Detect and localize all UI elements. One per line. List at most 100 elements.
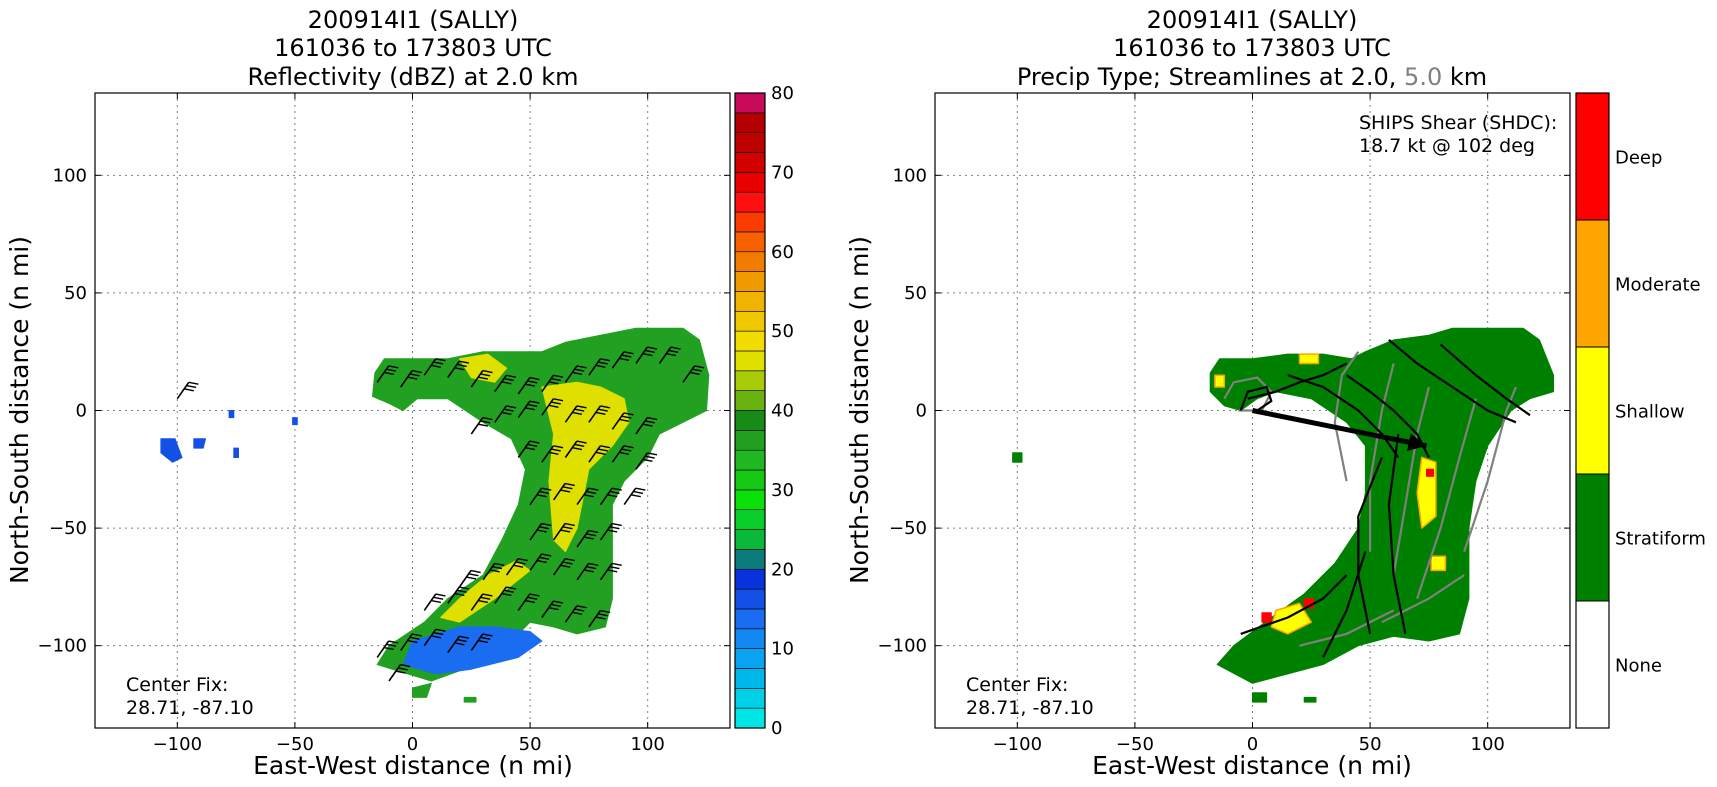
wind-barb-feather	[607, 529, 618, 533]
wind-barb-feather	[386, 643, 397, 647]
x-tick-label: 100	[1471, 734, 1505, 755]
wind-barb-feather	[525, 599, 535, 604]
wind-barb-feather	[611, 522, 622, 527]
colorbar-segment	[734, 430, 766, 451]
wind-barb-feather	[588, 529, 599, 534]
y-tick-label: −50	[49, 518, 87, 539]
wind-barb-feather	[607, 494, 618, 498]
wind-barb-feather	[482, 633, 493, 637]
wind-barb-feather	[407, 639, 418, 644]
wind-barb	[494, 374, 517, 393]
streamline-2km	[1287, 374, 1400, 459]
wind-barb-feather	[501, 411, 512, 416]
y-tick-label: −100	[878, 636, 927, 657]
colorbar-segment	[734, 588, 766, 610]
wind-barb-feather	[572, 371, 583, 376]
shear-value: 18.7 kt @ 102 deg	[1359, 135, 1535, 157]
right-center-fix-value: 28.71, -87.10	[966, 697, 1094, 719]
wind-barb	[552, 482, 575, 501]
wind-barb	[564, 365, 587, 383]
wind-barb-feather	[383, 646, 394, 651]
wind-barb-feather	[607, 569, 618, 573]
wind-barb-feather	[539, 490, 550, 495]
colorbar-segment	[734, 271, 766, 292]
wind-barb-feather	[689, 371, 700, 376]
x-tick-label: 50	[519, 734, 542, 755]
wind-barb-feather	[621, 415, 632, 419]
colorbar-segment	[734, 191, 766, 213]
echo-region-west-dot-2	[228, 410, 235, 419]
wind-barb-feather	[184, 388, 194, 392]
wind-barb	[529, 522, 552, 541]
colorbar-segment-none	[1575, 600, 1610, 729]
wind-barb-feather	[409, 636, 420, 640]
wind-barb-feather	[480, 373, 491, 377]
precip-region-deep-core-2	[1426, 468, 1435, 477]
wind-barb-feather	[564, 558, 575, 562]
wind-barb-feather	[529, 440, 540, 444]
wind-barb	[423, 358, 446, 376]
wind-barb-feather	[412, 369, 422, 374]
wind-barb-feather	[386, 368, 397, 372]
streamline-5km	[1392, 386, 1430, 576]
wind-barb-feather	[501, 381, 512, 385]
wind-barb-shaft	[470, 417, 484, 435]
wind-barb-feather	[398, 667, 408, 671]
plot-content	[935, 93, 1570, 728]
wind-barb-feather	[435, 358, 446, 362]
wind-barb-feather	[623, 445, 634, 449]
wind-barb	[564, 605, 587, 623]
wind-barb-feather	[633, 490, 644, 495]
wind-barb-feather	[611, 487, 622, 491]
wind-barb-feather	[539, 556, 550, 560]
colorbar-tick-label: 30	[771, 480, 794, 501]
colorbar-segment	[734, 608, 766, 630]
wind-barb	[529, 487, 552, 506]
wind-barb	[564, 405, 587, 423]
colorbar-segment	[734, 648, 766, 669]
wind-barb-feather	[480, 596, 491, 600]
colorbar-segment	[734, 132, 766, 153]
wind-barb	[423, 628, 446, 647]
wind-barb-feather	[647, 452, 658, 456]
wind-barb-feather	[553, 600, 564, 604]
shear-vector-head	[1407, 433, 1427, 451]
precip-region-stratiform-main	[1209, 327, 1554, 684]
wind-barb-feather	[456, 589, 467, 593]
colorbar-segment	[734, 568, 766, 590]
colorbar-segment-deep	[1575, 92, 1610, 221]
x-tick-label: 0	[1247, 734, 1258, 755]
wind-barb	[470, 369, 493, 388]
streamline-5km	[1369, 363, 1395, 552]
echo-region-west-blob-2	[193, 438, 206, 449]
streamline-5km	[1333, 351, 1360, 482]
reflectivity-colorbar: 0 10 20 30 40 50 60 70 80	[734, 83, 794, 739]
wind-barb-feather	[644, 455, 655, 459]
colorbar-segment	[734, 688, 766, 709]
colorbar-segment	[734, 529, 766, 550]
colorbar-segment-moderate	[1575, 219, 1610, 348]
wind-barb-feather	[459, 586, 470, 590]
colorbar-segment	[734, 172, 766, 193]
wind-barb-feather	[431, 635, 441, 639]
colorbar-tick-label: 20	[771, 559, 794, 580]
wind-barb	[458, 569, 481, 588]
wind-barb	[599, 562, 622, 581]
wind-barb-shaft	[176, 381, 190, 400]
wind-barb-feather	[647, 416, 658, 421]
wind-barb-feather	[482, 369, 493, 374]
wind-barb	[423, 593, 446, 611]
echo-region-west-blob-1	[160, 438, 183, 463]
wind-barb-feather	[188, 381, 199, 385]
wind-barb-feather	[576, 440, 587, 444]
colorbar-segment	[734, 707, 766, 729]
y-tick-label: −100	[38, 636, 87, 657]
wind-barb-feather	[539, 526, 550, 530]
wind-barb-feather	[553, 398, 564, 402]
wind-barb	[388, 663, 411, 682]
wind-barb-feather	[550, 401, 561, 405]
wind-barb-feather	[583, 536, 594, 540]
wind-barb-feather	[574, 408, 585, 412]
wind-barb	[588, 405, 611, 423]
